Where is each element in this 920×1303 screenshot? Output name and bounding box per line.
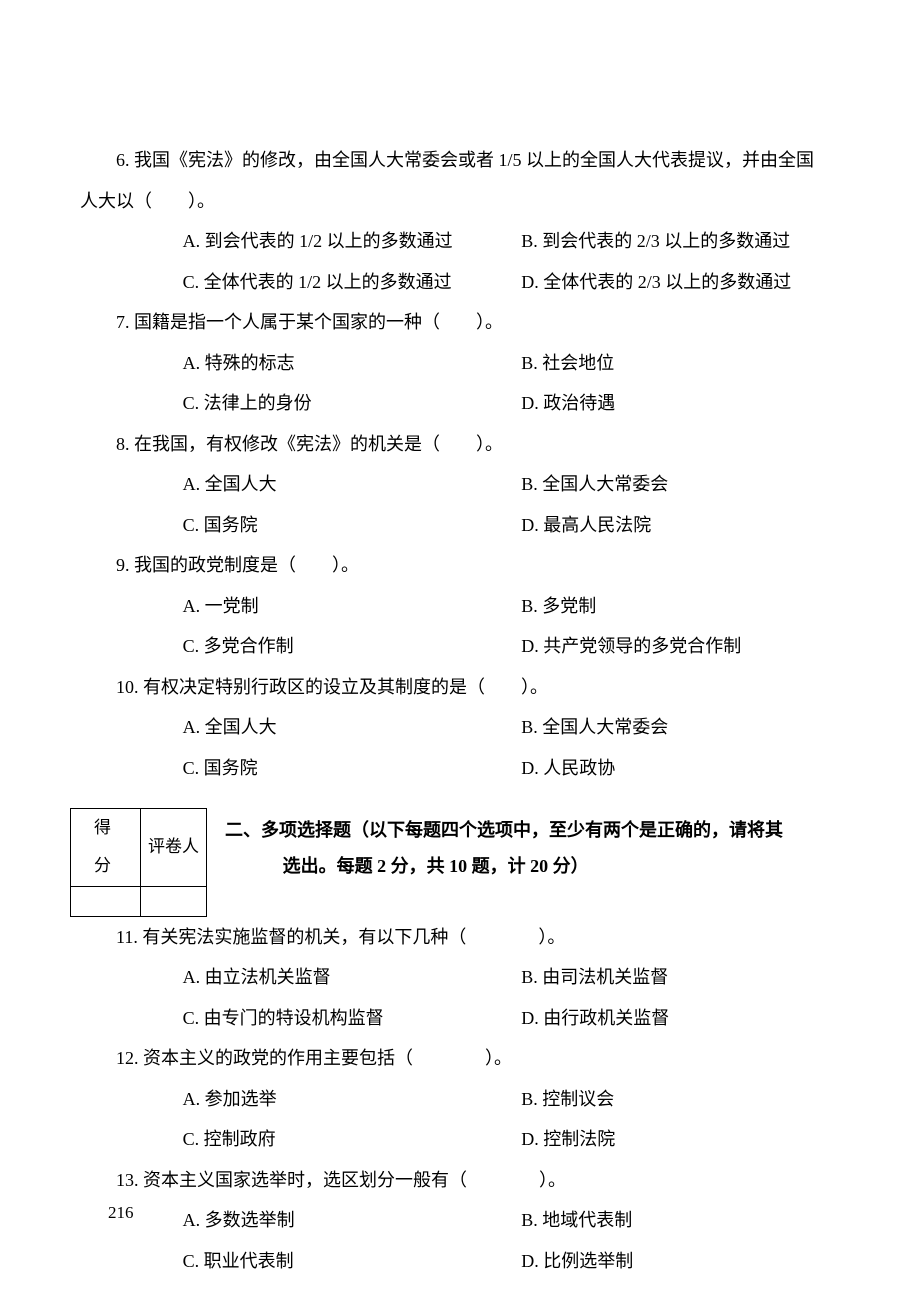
q8-option-b: B. 全国人大常委会 xyxy=(521,464,860,505)
q8-option-c: C. 国务院 xyxy=(183,505,522,546)
q10-option-b: B. 全国人大常委会 xyxy=(521,707,860,748)
q6-option-d: D. 全体代表的 2/3 以上的多数通过 xyxy=(521,262,860,303)
q6-option-a: A. 到会代表的 1/2 以上的多数通过 xyxy=(183,221,522,262)
score-table: 得 分 评卷人 xyxy=(70,808,207,917)
q13-stem: 13. 资本主义国家选举时，选区划分一般有（ ）。 xyxy=(80,1160,860,1201)
section-2-title-2: 选出。每题 2 分，共 10 题，计 20 分） xyxy=(225,848,860,884)
q13-option-d: D. 比例选举制 xyxy=(521,1241,860,1282)
q8-option-a: A. 全国人大 xyxy=(183,464,522,505)
q7-option-a: A. 特殊的标志 xyxy=(183,343,522,384)
q11-option-c: C. 由专门的特设机构监督 xyxy=(183,998,522,1039)
q7-stem: 7. 国籍是指一个人属于某个国家的一种（ ）。 xyxy=(80,302,860,343)
q13-option-b: B. 地域代表制 xyxy=(521,1200,860,1241)
q10-option-d: D. 人民政协 xyxy=(521,748,860,789)
question-12: 12. 资本主义的政党的作用主要包括（ ）。 A. 参加选举 B. 控制议会 C… xyxy=(80,1038,860,1160)
q12-option-b: B. 控制议会 xyxy=(521,1079,860,1120)
score-table-h1: 得 分 xyxy=(71,809,141,887)
q10-option-c: C. 国务院 xyxy=(183,748,522,789)
q12-option-c: C. 控制政府 xyxy=(183,1119,522,1160)
q11-option-d: D. 由行政机关监督 xyxy=(521,998,860,1039)
question-13: 13. 资本主义国家选举时，选区划分一般有（ ）。 A. 多数选举制 B. 地域… xyxy=(80,1160,860,1282)
question-8: 8. 在我国，有权修改《宪法》的机关是（ ）。 A. 全国人大 B. 全国人大常… xyxy=(80,424,860,546)
q9-option-d: D. 共产党领导的多党合作制 xyxy=(521,626,860,667)
q13-option-a: A. 多数选举制 xyxy=(183,1200,522,1241)
q12-option-a: A. 参加选举 xyxy=(183,1079,522,1120)
q12-option-d: D. 控制法院 xyxy=(521,1119,860,1160)
q9-option-a: A. 一党制 xyxy=(183,586,522,627)
q11-stem: 11. 有关宪法实施监督的机关，有以下几种（ ）。 xyxy=(80,917,860,958)
question-11: 11. 有关宪法实施监督的机关，有以下几种（ ）。 A. 由立法机关监督 B. … xyxy=(80,917,860,1039)
section-2-header: 得 分 评卷人 二、多项选择题（以下每题四个选项中，至少有两个是正确的，请将其 … xyxy=(80,808,860,917)
question-6: 6. 我国《宪法》的修改，由全国人大常委会或者 1/5 以上的全国人大代表提议，… xyxy=(80,140,860,302)
q11-option-b: B. 由司法机关监督 xyxy=(521,957,860,998)
score-table-empty2 xyxy=(141,886,207,916)
q7-option-d: D. 政治待遇 xyxy=(521,383,860,424)
q6-stem-1: 6. 我国《宪法》的修改，由全国人大常委会或者 1/5 以上的全国人大代表提议，… xyxy=(80,140,860,181)
q7-option-b: B. 社会地位 xyxy=(521,343,860,384)
q9-option-b: B. 多党制 xyxy=(521,586,860,627)
q13-option-c: C. 职业代表制 xyxy=(183,1241,522,1282)
q8-stem: 8. 在我国，有权修改《宪法》的机关是（ ）。 xyxy=(80,424,860,465)
q8-option-d: D. 最高人民法院 xyxy=(521,505,860,546)
page-number: 216 xyxy=(108,1203,134,1223)
q10-stem: 10. 有权决定特别行政区的设立及其制度的是（ ）。 xyxy=(80,667,860,708)
q10-option-a: A. 全国人大 xyxy=(183,707,522,748)
q6-stem-2: 人大以（ ）。 xyxy=(80,181,860,222)
q9-stem: 9. 我国的政党制度是（ ）。 xyxy=(80,545,860,586)
q9-option-c: C. 多党合作制 xyxy=(183,626,522,667)
q7-option-c: C. 法律上的身份 xyxy=(183,383,522,424)
question-10: 10. 有权决定特别行政区的设立及其制度的是（ ）。 A. 全国人大 B. 全国… xyxy=(80,667,860,789)
q11-option-a: A. 由立法机关监督 xyxy=(183,957,522,998)
question-7: 7. 国籍是指一个人属于某个国家的一种（ ）。 A. 特殊的标志 B. 社会地位… xyxy=(80,302,860,424)
q12-stem: 12. 资本主义的政党的作用主要包括（ ）。 xyxy=(80,1038,860,1079)
score-table-empty1 xyxy=(71,886,141,916)
q6-option-c: C. 全体代表的 1/2 以上的多数通过 xyxy=(183,262,522,303)
section-2-title-1: 二、多项选择题（以下每题四个选项中，至少有两个是正确的，请将其 xyxy=(225,812,860,848)
q6-option-b: B. 到会代表的 2/3 以上的多数通过 xyxy=(521,221,860,262)
score-table-h2: 评卷人 xyxy=(141,809,207,887)
question-9: 9. 我国的政党制度是（ ）。 A. 一党制 B. 多党制 C. 多党合作制 D… xyxy=(80,545,860,667)
